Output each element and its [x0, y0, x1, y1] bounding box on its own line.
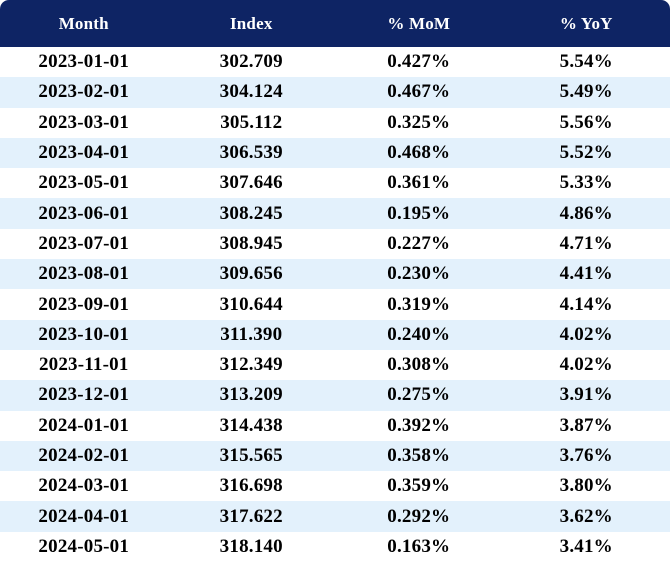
table-row: 2024-01-01 314.438 0.392% 3.87%: [0, 410, 670, 441]
cell-mom: 0.230%: [387, 263, 451, 285]
cell-yoy: 3.76%: [559, 445, 613, 466]
cell-mom: 0.275%: [387, 384, 451, 406]
cell-yoy: 4.71%: [559, 232, 613, 254]
cell-yoy: 4.02%: [559, 354, 613, 376]
cell-yoy: 3.80%: [559, 475, 613, 497]
cell-mom: 0.163%: [387, 535, 451, 557]
cell-mom: 0.468%: [387, 142, 451, 164]
cell-yoy: 3.91%: [559, 384, 613, 406]
cell-index: 317.622: [219, 505, 283, 527]
table-row: 2023-06-01 308.245 0.195% 4.86%: [0, 198, 670, 229]
cell-index: 309.656: [219, 263, 283, 285]
cell-yoy: 3.87%: [559, 414, 613, 436]
cell-month: 2023-02-01: [38, 81, 130, 103]
cell-yoy: 5.56%: [559, 111, 613, 133]
table-row: 2023-10-01 311.390 0.240% 4.02%: [0, 319, 670, 350]
cell-mom: 0.358%: [387, 445, 451, 466]
cell-mom: 0.361%: [387, 172, 451, 194]
table-row: 2023-01-01 302.709 0.427% 5.54%: [0, 47, 670, 78]
table-row: 2023-11-01 312.349 0.308% 4.02%: [0, 349, 670, 381]
cell-index: 305.112: [220, 111, 283, 133]
table-row: 2023-07-01 308.945 0.227% 4.71%: [0, 228, 670, 260]
table-body: 2023-01-01 302.709 0.427% 5.54% 2023-02-…: [0, 47, 670, 562]
cell-mom: 0.359%: [387, 475, 451, 497]
cell-yoy: 3.41%: [559, 535, 613, 557]
column-header-mom: % MoM: [387, 13, 451, 33]
cell-index: 304.124: [219, 81, 283, 103]
cell-mom: 0.427%: [387, 51, 451, 73]
cell-month: 2023-01-01: [38, 51, 130, 73]
table-row: 2023-04-01 306.539 0.468% 5.52%: [0, 137, 670, 169]
cell-index: 306.539: [219, 142, 283, 164]
cell-month: 2023-10-01: [38, 323, 130, 345]
cell-month: 2024-04-01: [38, 505, 130, 527]
cell-month: 2023-12-01: [38, 384, 130, 406]
cell-index: 314.438: [219, 414, 283, 436]
column-header-month: Month: [58, 13, 109, 33]
cell-mom: 0.308%: [387, 354, 451, 376]
cell-month: 2023-11-01: [38, 354, 129, 376]
cell-yoy: 3.62%: [559, 505, 613, 527]
cell-yoy: 4.14%: [559, 293, 613, 315]
cell-month: 2023-07-01: [38, 232, 130, 254]
cell-index: 316.698: [219, 475, 283, 497]
cell-mom: 0.325%: [387, 111, 451, 133]
cell-index: 311.390: [220, 323, 283, 345]
table-row: 2024-02-01 315.565 0.358% 3.76%: [0, 440, 670, 472]
cell-mom: 0.392%: [387, 414, 451, 436]
cell-index: 315.565: [219, 445, 283, 466]
cell-month: 2023-06-01: [38, 202, 130, 224]
cell-yoy: 5.52%: [559, 142, 613, 164]
cell-index: 312.349: [219, 354, 283, 376]
table-header-row: Month Index % MoM % YoY: [0, 0, 670, 47]
cell-mom: 0.195%: [387, 202, 451, 224]
cell-month: 2024-05-01: [38, 535, 130, 557]
cell-index: 308.245: [219, 202, 283, 224]
cell-yoy: 5.49%: [559, 81, 613, 103]
cell-mom: 0.240%: [387, 323, 451, 345]
table-row: 2023-05-01 307.646 0.361% 5.33%: [0, 168, 670, 199]
table-row: 2023-08-01 309.656 0.230% 4.41%: [0, 259, 670, 290]
cell-month: 2023-05-01: [38, 172, 130, 194]
column-header-index: Index: [229, 13, 273, 33]
cell-yoy: 5.33%: [559, 172, 613, 194]
table-row: 2023-03-01 305.112 0.325% 5.56%: [0, 107, 670, 138]
cell-index: 307.646: [219, 172, 283, 194]
cell-mom: 0.319%: [387, 293, 451, 315]
cell-yoy: 5.54%: [559, 51, 613, 73]
table-row: 2023-09-01 310.644 0.319% 4.14%: [0, 289, 670, 320]
cell-month: 2024-02-01: [38, 445, 130, 466]
table-row: 2024-04-01 317.622 0.292% 3.62%: [0, 501, 670, 532]
cell-month: 2023-03-01: [38, 111, 130, 133]
cell-month: 2023-08-01: [38, 263, 130, 285]
cell-index: 310.644: [219, 293, 283, 315]
table-row: 2024-05-01 318.140 0.163% 3.41%: [0, 531, 670, 562]
cell-yoy: 4.86%: [559, 202, 613, 224]
cell-yoy: 4.02%: [559, 323, 613, 345]
cell-mom: 0.292%: [387, 505, 451, 527]
cell-month: 2024-01-01: [38, 414, 130, 436]
table-row: 2023-12-01 313.209 0.275% 3.91%: [0, 380, 670, 411]
cell-index: 302.709: [219, 51, 283, 73]
cell-month: 2023-09-01: [38, 293, 130, 315]
table-row: 2023-02-01 304.124 0.467% 5.49%: [0, 77, 670, 108]
cell-month: 2023-04-01: [38, 142, 130, 164]
cell-index: 313.209: [219, 384, 283, 406]
cell-mom: 0.227%: [387, 232, 451, 254]
cell-month: 2024-03-01: [38, 475, 130, 497]
cell-index: 318.140: [219, 535, 283, 557]
cell-index: 308.945: [219, 232, 283, 254]
column-header-yoy: % YoY: [559, 13, 613, 33]
table-row: 2024-03-01 316.698 0.359% 3.80%: [0, 471, 670, 502]
cell-yoy: 4.41%: [559, 263, 613, 285]
cell-mom: 0.467%: [387, 81, 451, 103]
